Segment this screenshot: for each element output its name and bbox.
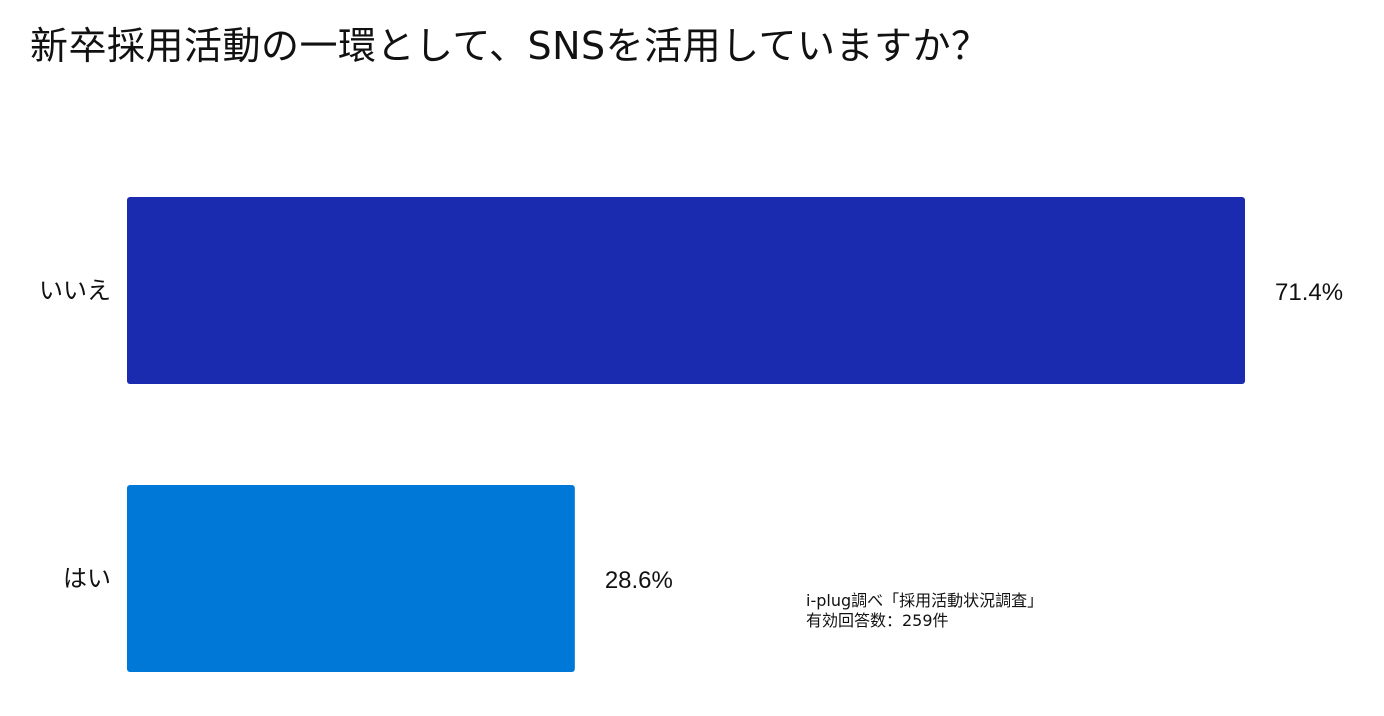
category-label-1: はい [63,565,111,593]
value-label-1: 28.6% [605,567,673,594]
bar-0 [127,197,1245,384]
category-label-0: いいえ [39,277,111,305]
source-note-responses: 有効回答数：259件 [806,611,949,630]
chart-title: 新卒採用活動の一環として、SNSを活用していますか？ [30,24,990,68]
source-note-survey: i-plug調べ「採用活動状況調査」 [806,591,1044,610]
value-label-0: 71.4% [1275,279,1343,306]
source-note: i-plug調べ「採用活動状況調査」 有効回答数：259件 [806,591,1043,631]
bar-1 [127,485,575,672]
